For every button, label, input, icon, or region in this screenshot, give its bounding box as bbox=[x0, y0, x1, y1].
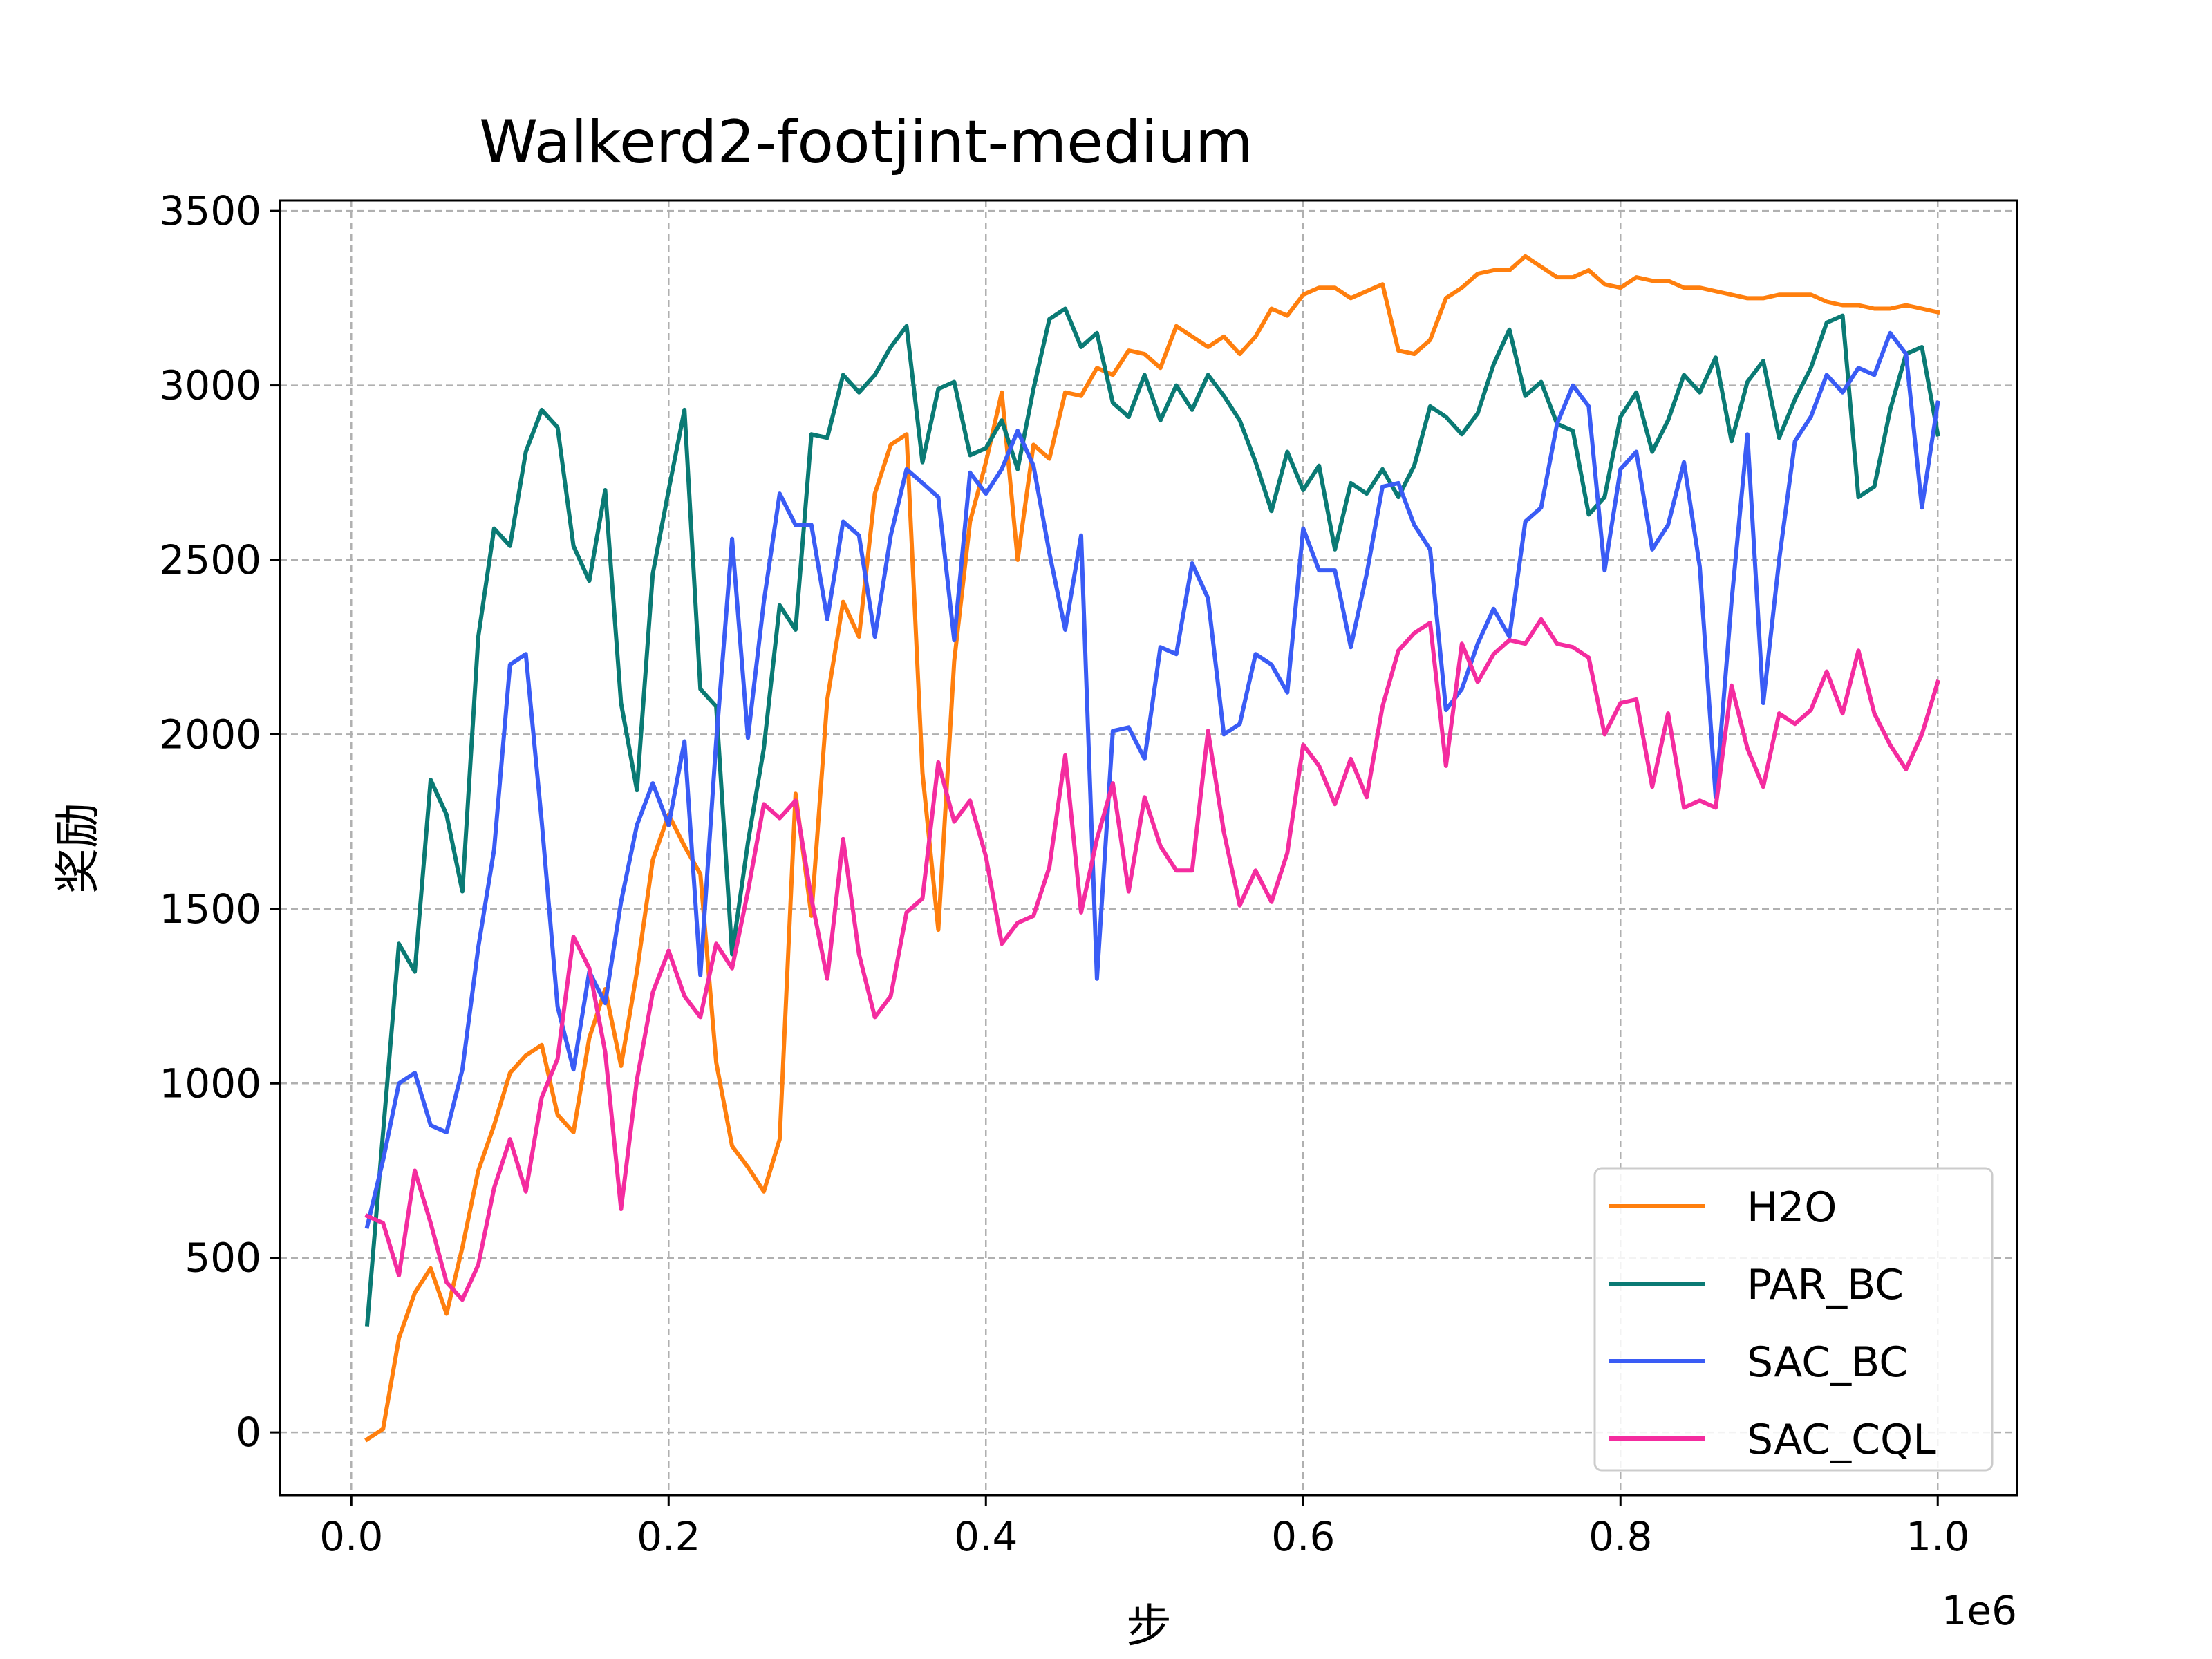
y-tick-label: 3000 bbox=[159, 362, 261, 409]
y-tick-label: 2000 bbox=[159, 711, 261, 758]
y-tick-label: 500 bbox=[185, 1235, 261, 1282]
x-tick-label: 0.8 bbox=[1588, 1513, 1652, 1560]
legend-box bbox=[1593, 1167, 1994, 1472]
x-tick-label: 0.4 bbox=[954, 1513, 1018, 1560]
legend: H2O PAR_BC SAC_BC SAC_CQL bbox=[1593, 1167, 1994, 1472]
chart-title: Walkerd2-footjint-medium bbox=[479, 108, 1253, 177]
y-tick-label: 2500 bbox=[159, 536, 261, 583]
x-tick-label: 1.0 bbox=[1906, 1513, 1969, 1560]
series-line-sac-cql bbox=[364, 617, 1941, 1302]
x-tick-label: 0.6 bbox=[1271, 1513, 1335, 1560]
y-axis: 0 500 1000 1500 2000 2500 3000 3500 bbox=[159, 187, 280, 1456]
plot-frame bbox=[279, 199, 2018, 1497]
x-tick-label: 0.0 bbox=[319, 1513, 383, 1560]
legend-label-par-bc: PAR_BC bbox=[1747, 1261, 1904, 1309]
x-axis-label: 步 bbox=[1126, 1600, 1172, 1653]
legend-label-sac-bc: SAC_BC bbox=[1747, 1338, 1908, 1387]
series-lines bbox=[364, 254, 1941, 1443]
series-line-par-bc bbox=[364, 306, 1940, 1327]
legend-label-sac-cql: SAC_CQL bbox=[1747, 1416, 1936, 1464]
y-tick-label: 1500 bbox=[159, 885, 261, 932]
legend-label-h2o: H2O bbox=[1747, 1183, 1837, 1232]
y-tick-label: 0 bbox=[236, 1409, 261, 1456]
x-offset-text: 1e6 bbox=[1942, 1587, 2018, 1634]
x-tick-label: 0.2 bbox=[637, 1513, 700, 1560]
series-line-h2o bbox=[364, 254, 1940, 1443]
series-line-sac-bc bbox=[364, 330, 1940, 1229]
y-tick-label: 3500 bbox=[159, 187, 261, 234]
y-tick-label: 1000 bbox=[159, 1060, 261, 1107]
x-axis: 0.0 0.2 0.4 0.6 0.8 1.0 bbox=[319, 1495, 1969, 1560]
y-axis-label: 奖励 bbox=[51, 803, 104, 894]
